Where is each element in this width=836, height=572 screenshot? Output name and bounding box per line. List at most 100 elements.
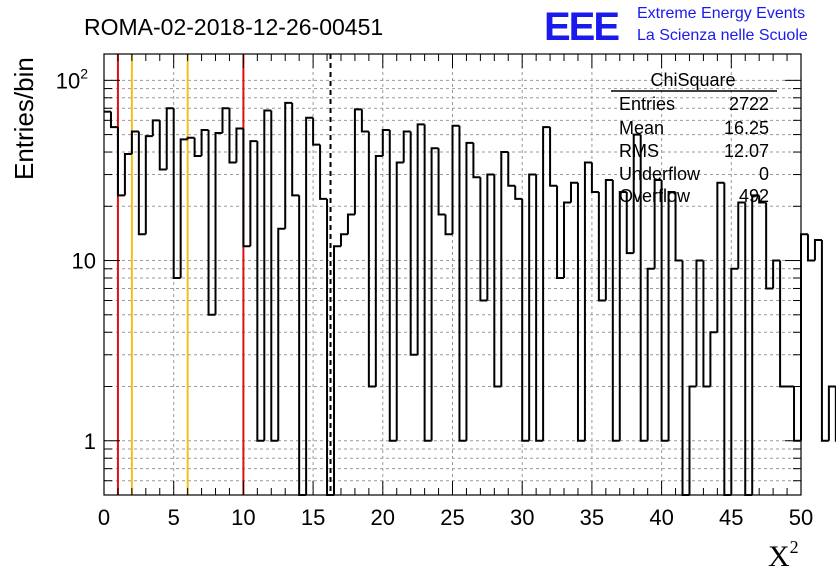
histogram-bin <box>765 202 774 290</box>
histogram-bin <box>298 195 307 496</box>
histogram-bin <box>479 177 488 302</box>
histogram-bin <box>611 179 620 442</box>
histogram-bin <box>674 192 683 262</box>
histogram-bin <box>409 131 418 356</box>
histogram-bin <box>284 101 293 229</box>
histogram-bin <box>458 125 467 442</box>
histogram-bin <box>186 136 195 140</box>
histogram-bin <box>402 130 411 163</box>
histogram-bin <box>242 128 251 248</box>
stats-label-rms: RMS <box>619 141 659 161</box>
logo-line-scienza-nelle-scuole: La Scienza nelle Scuole <box>637 27 808 44</box>
x-tick-label: 25 <box>440 505 464 530</box>
histogram-bin <box>653 178 662 269</box>
stats-value-mean: 16.25 <box>724 118 769 138</box>
histogram-bin <box>632 133 641 254</box>
histogram-bin <box>583 161 592 441</box>
x-tick-label: 50 <box>789 505 813 530</box>
histogram-bin <box>116 127 125 197</box>
histogram-bin <box>681 260 690 496</box>
histogram-bin <box>472 142 481 179</box>
stats-label-underflow: Underflow <box>619 164 701 184</box>
histogram-bin <box>618 191 627 441</box>
y-tick-label: 102 <box>56 65 88 93</box>
eee-logo-text: EEE <box>544 5 619 49</box>
histogram-bin <box>639 134 648 442</box>
histogram-bin <box>144 135 153 235</box>
x-tick-label: 15 <box>301 505 325 530</box>
histogram-bin <box>346 213 355 235</box>
histogram-bin <box>353 108 362 215</box>
histogram-bin <box>207 130 216 316</box>
histogram-bin <box>451 124 460 235</box>
histogram-bin <box>367 131 376 388</box>
histogram-bin <box>800 233 808 441</box>
histogram-bin <box>395 161 404 441</box>
histogram-bin <box>179 138 188 279</box>
x-tick-label: 5 <box>168 505 180 530</box>
histogram-bin <box>123 153 132 196</box>
histogram-bin <box>130 130 139 155</box>
histogram-bin <box>486 173 495 301</box>
histogram-bin <box>702 260 711 388</box>
x-tick-label: 30 <box>510 505 534 530</box>
histogram-bin <box>291 102 300 197</box>
histogram-bin <box>660 179 669 442</box>
histogram-bin <box>312 117 321 146</box>
histogram-bin <box>493 174 502 388</box>
histogram-bin <box>597 192 606 302</box>
histogram-bin <box>507 152 516 187</box>
histogram-bin <box>576 182 585 442</box>
histogram-bin <box>388 130 397 442</box>
histogram-bin <box>521 198 530 442</box>
histogram-bin <box>695 259 704 387</box>
histogram-bin <box>813 239 822 261</box>
histogram-bins <box>104 101 836 496</box>
x-tick-label: 0 <box>98 505 110 530</box>
stats-label-entries: Entries <box>619 94 675 114</box>
histogram-bin <box>214 132 223 315</box>
x-axis-title-base: X <box>768 540 790 572</box>
y-tick-label: 1 <box>84 429 96 454</box>
histogram-bin <box>779 260 788 388</box>
x-tick-label: 20 <box>371 505 395 530</box>
histogram-bin <box>381 129 390 157</box>
histogram-bin <box>270 110 279 442</box>
stats-value-entries: 2722 <box>729 94 769 114</box>
histogram-bin <box>569 181 578 203</box>
x-axis-title: X2 <box>768 537 799 572</box>
x-tick-label: 40 <box>649 505 673 530</box>
histogram-bin <box>563 201 571 279</box>
histogram-bin <box>549 127 558 187</box>
y-axis-title: Entries/bin <box>9 57 39 180</box>
histogram-bin <box>793 386 801 442</box>
histogram-bin <box>590 162 599 194</box>
histogram-bin <box>688 385 697 495</box>
stats-value-overflow: 492 <box>739 186 769 206</box>
histogram-bin <box>235 127 244 163</box>
histogram-bin <box>437 148 446 216</box>
histogram-bin <box>716 181 725 333</box>
y-tick-label-base: 10 <box>56 68 80 93</box>
x-tick-label: 35 <box>580 505 604 530</box>
histogram-bin <box>625 192 634 255</box>
run-title: ROMA-02-2018-12-26-00451 <box>84 14 383 40</box>
x-tick-label: 45 <box>719 505 743 530</box>
histogram-bin <box>709 331 718 387</box>
histogram-bin <box>339 233 348 247</box>
histogram-bin <box>514 185 523 200</box>
histogram-bin <box>423 124 432 442</box>
histogram-bin <box>228 108 237 164</box>
stats-label-mean: Mean <box>619 118 664 138</box>
histogram-bin <box>465 141 474 441</box>
histogram-bin <box>744 202 753 496</box>
histogram-bin <box>646 267 655 441</box>
histogram-bin <box>277 227 286 441</box>
histogram-bin <box>751 194 760 495</box>
histogram-bin <box>200 129 209 157</box>
stats-label-overflow: Overflow <box>619 186 691 206</box>
histogram-bin <box>730 267 739 495</box>
histogram-bin <box>165 107 174 170</box>
stats-value-rms: 12.07 <box>724 141 769 161</box>
